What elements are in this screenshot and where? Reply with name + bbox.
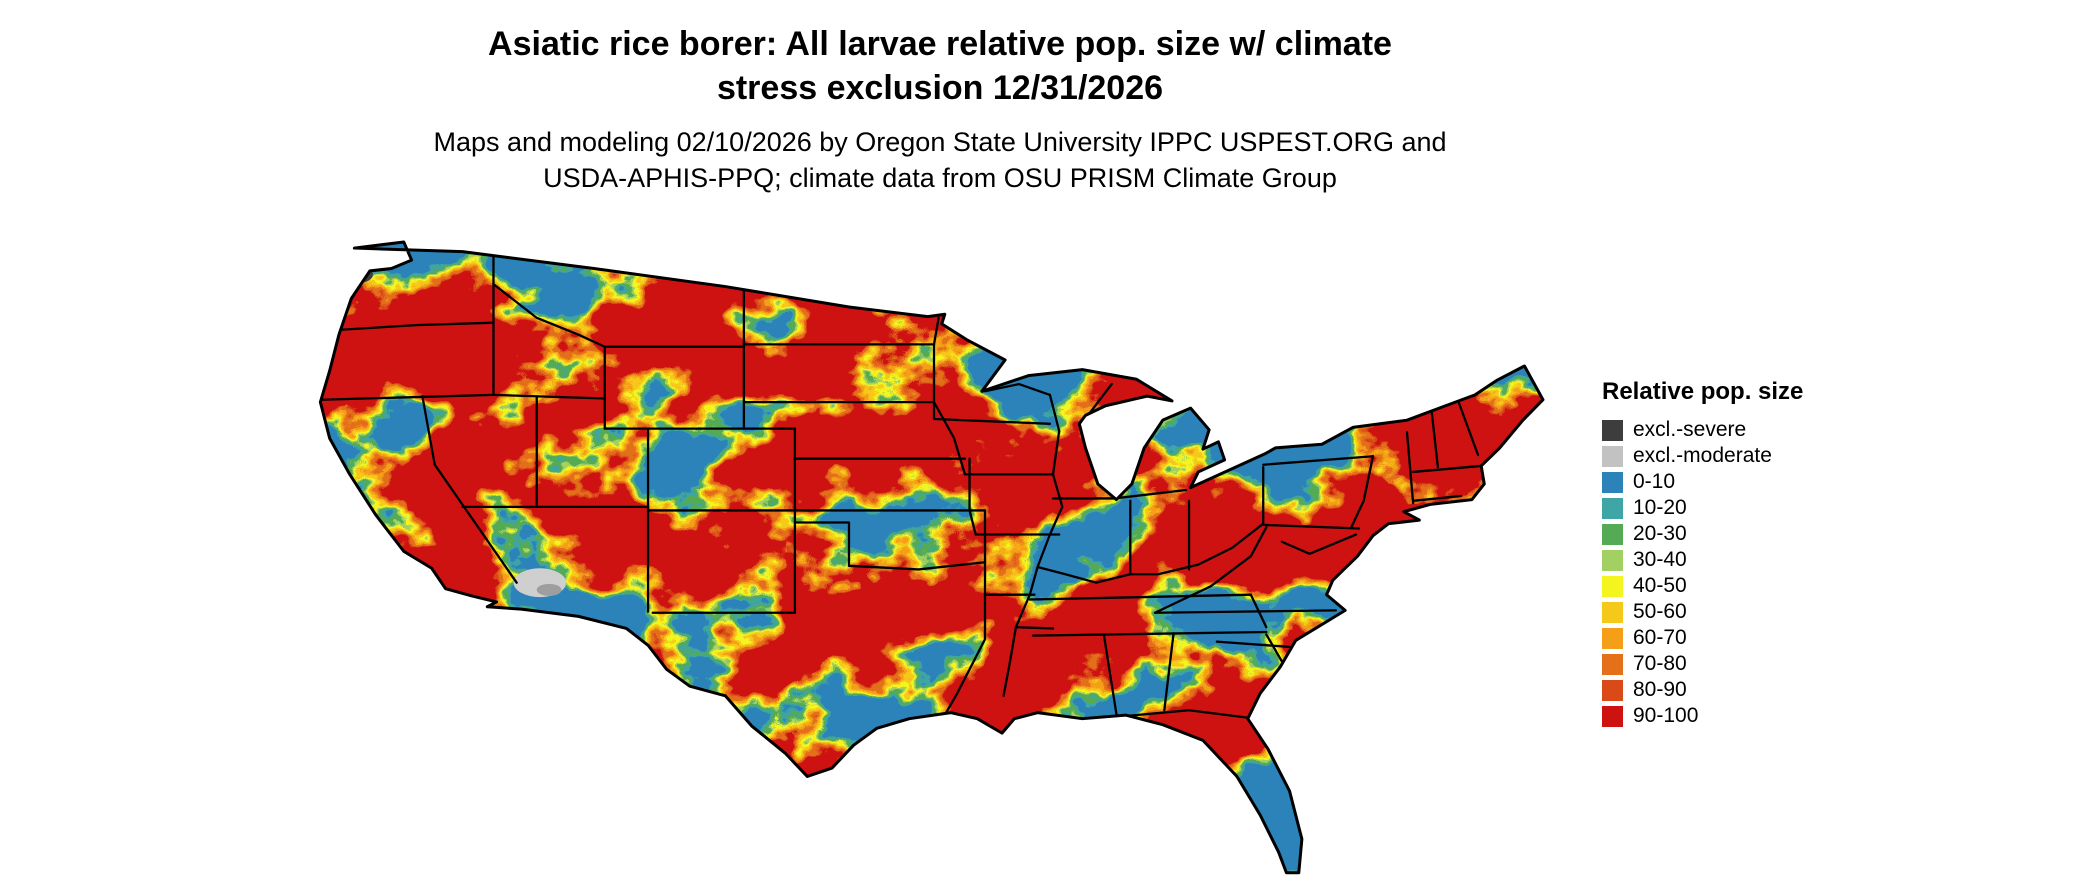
legend-swatch xyxy=(1602,419,1623,441)
legend-label: 20-30 xyxy=(1633,522,1687,545)
legend-swatch xyxy=(1602,523,1623,545)
figure-title-line2: stress exclusion 12/31/2026 xyxy=(716,69,1164,107)
map-raster xyxy=(320,242,1543,873)
exclusion-patch-arizona-core xyxy=(536,583,562,596)
legend-label: excl.-severe xyxy=(1633,418,1747,441)
figure-title-line1: Asiatic rice borer: All larvae relative … xyxy=(488,25,1392,63)
legend-row: excl.-severe xyxy=(1602,417,1902,443)
legend-title: Relative pop. size xyxy=(1602,378,1804,405)
legend-row: 20-30 xyxy=(1602,521,1902,547)
legend-swatch xyxy=(1602,497,1623,519)
legend-label: 0-10 xyxy=(1633,470,1676,493)
figure-subtitle-line2: USDA-APHIS-PPQ; climate data from OSU PR… xyxy=(543,163,1337,193)
legend-row: 60-70 xyxy=(1602,625,1902,651)
legend-row: 10-20 xyxy=(1602,495,1902,521)
legend-swatch xyxy=(1602,549,1623,571)
legend-row: 70-80 xyxy=(1602,651,1902,677)
legend-label: 80-90 xyxy=(1633,678,1687,701)
legend-swatch xyxy=(1602,653,1623,675)
legend-label: 10-20 xyxy=(1633,496,1687,519)
legend-items: excl.-severe excl.-moderate 0-10 10-20 2… xyxy=(1602,417,1902,729)
legend-swatch xyxy=(1602,601,1623,623)
legend-swatch xyxy=(1602,679,1623,701)
legend-label: 70-80 xyxy=(1633,652,1687,675)
legend-label: 90-100 xyxy=(1633,704,1699,727)
legend-label: 30-40 xyxy=(1633,548,1687,571)
legend-label: 50-60 xyxy=(1633,600,1687,623)
legend-swatch xyxy=(1602,445,1623,467)
figure-subtitle: Maps and modeling 02/10/2026 by Oregon S… xyxy=(315,124,1565,196)
legend-row: 50-60 xyxy=(1602,599,1902,625)
legend-swatch xyxy=(1602,627,1623,649)
figure-title: Asiatic rice borer: All larvae relative … xyxy=(315,22,1565,110)
legend-swatch xyxy=(1602,471,1623,493)
legend-row: 40-50 xyxy=(1602,573,1902,599)
legend-swatch xyxy=(1602,575,1623,597)
us-map xyxy=(308,230,1560,886)
legend-label: excl.-moderate xyxy=(1633,444,1772,467)
legend-row: 80-90 xyxy=(1602,677,1902,703)
legend: Relative pop. size excl.-severe excl.-mo… xyxy=(1602,378,1902,729)
legend-row: excl.-moderate xyxy=(1602,443,1902,469)
legend-row: 0-10 xyxy=(1602,469,1902,495)
legend-label: 60-70 xyxy=(1633,626,1687,649)
state-borders xyxy=(322,255,1481,717)
legend-label: 40-50 xyxy=(1633,574,1687,597)
figure-subtitle-line1: Maps and modeling 02/10/2026 by Oregon S… xyxy=(433,127,1447,157)
us-outline xyxy=(320,242,1543,873)
legend-swatch xyxy=(1602,705,1623,727)
legend-row: 90-100 xyxy=(1602,703,1902,729)
legend-row: 30-40 xyxy=(1602,547,1902,573)
